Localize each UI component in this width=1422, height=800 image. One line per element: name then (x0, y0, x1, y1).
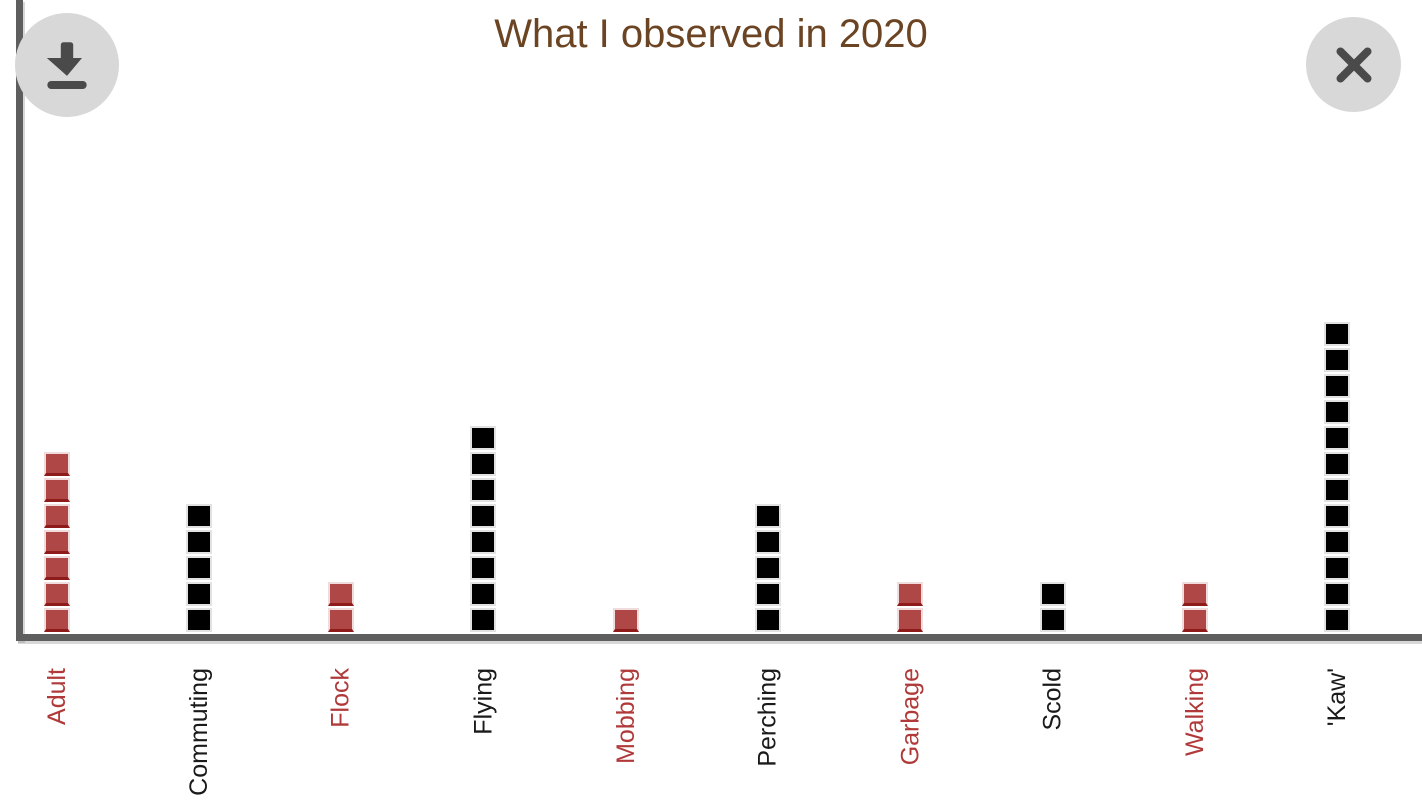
unit-square (612, 608, 639, 632)
unit-square (328, 582, 355, 606)
bar-kaw (1324, 322, 1351, 632)
unit-square (897, 608, 924, 632)
unit-square (755, 530, 781, 554)
unit-square (1039, 582, 1066, 606)
unit-square (755, 608, 781, 632)
bar-garbage (897, 582, 924, 632)
x-tick-label: 'Kaw' (1323, 668, 1352, 727)
unit-square (470, 426, 497, 450)
x-tick-label: Flock (327, 668, 356, 728)
unit-square (470, 478, 497, 502)
x-tick-label: Commuting (184, 668, 213, 796)
x-tick-label: Scold (1038, 668, 1067, 731)
x-tick-label: Adult (42, 668, 71, 725)
unit-square (43, 530, 70, 554)
unit-square (43, 452, 70, 476)
chart-title: What I observed in 2020 (494, 12, 928, 56)
close-icon (1335, 46, 1371, 82)
download-button[interactable] (15, 13, 119, 117)
y-axis-line (16, 0, 23, 641)
x-tick-label: Mobbing (611, 668, 640, 764)
x-tick-label: Perching (754, 668, 782, 767)
unit-square (1324, 426, 1351, 450)
unit-square (43, 608, 70, 632)
unit-square (470, 452, 497, 476)
unit-square (185, 530, 212, 554)
unit-square (43, 478, 70, 502)
unit-square (43, 582, 70, 606)
bar-commuting (185, 504, 212, 632)
bar-adult (43, 452, 70, 632)
bar-scold (1039, 582, 1066, 632)
unit-square (1324, 530, 1351, 554)
x-axis-line (16, 634, 1422, 641)
unit-square (1324, 582, 1351, 606)
unit-square (1324, 322, 1351, 346)
unit-square (470, 608, 497, 632)
unit-square (1324, 478, 1351, 502)
x-tick-label: Garbage (896, 668, 925, 766)
unit-square (1324, 504, 1351, 528)
bar-walking (1181, 582, 1208, 632)
unit-square (1324, 452, 1351, 476)
bar-flock (328, 582, 355, 632)
bar-mobbing (612, 608, 639, 632)
unit-square (1324, 400, 1351, 424)
unit-square (755, 504, 781, 528)
unit-square (1324, 348, 1351, 372)
unit-square (185, 608, 212, 632)
unit-square (470, 530, 497, 554)
x-tick-label: Flying (469, 668, 498, 735)
unit-square (1039, 608, 1066, 632)
unit-square (1181, 582, 1208, 606)
x-tick-label: Walking (1180, 668, 1209, 756)
close-button[interactable] (1306, 17, 1401, 112)
unit-square (470, 556, 497, 580)
unit-square (470, 504, 497, 528)
unit-square (43, 504, 70, 528)
unit-square (470, 582, 497, 606)
download-icon (46, 42, 87, 90)
unit-square (1324, 374, 1351, 398)
unit-square (43, 556, 70, 580)
unit-square (1324, 608, 1351, 632)
unit-square (755, 556, 781, 580)
unit-square (897, 582, 924, 606)
bar-flying (470, 426, 497, 632)
unit-square (185, 582, 212, 606)
unit-square (1181, 608, 1208, 632)
unit-square (328, 608, 355, 632)
unit-square (1324, 556, 1351, 580)
unit-square (755, 582, 781, 606)
unit-square (185, 504, 212, 528)
bar-perching (755, 504, 781, 632)
unit-square (185, 556, 212, 580)
